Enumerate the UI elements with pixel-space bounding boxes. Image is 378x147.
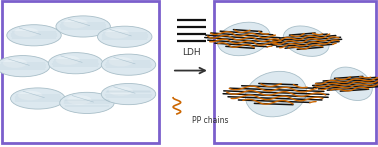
Ellipse shape <box>217 22 270 56</box>
Ellipse shape <box>255 96 282 107</box>
Circle shape <box>56 16 110 37</box>
Ellipse shape <box>331 67 372 101</box>
Bar <box>2 1 159 143</box>
Circle shape <box>101 83 156 105</box>
Circle shape <box>101 54 156 75</box>
Circle shape <box>98 26 152 47</box>
Circle shape <box>63 19 88 28</box>
Bar <box>214 1 376 143</box>
Ellipse shape <box>283 26 329 56</box>
Ellipse shape <box>227 40 250 49</box>
Circle shape <box>105 29 129 39</box>
Ellipse shape <box>335 84 352 93</box>
Text: PP chains: PP chains <box>192 116 228 125</box>
Ellipse shape <box>287 41 307 49</box>
Circle shape <box>0 56 50 77</box>
Circle shape <box>3 58 27 68</box>
Circle shape <box>108 86 133 96</box>
Ellipse shape <box>245 71 307 117</box>
Text: LDH: LDH <box>182 48 201 57</box>
Circle shape <box>7 25 61 46</box>
Circle shape <box>108 57 133 66</box>
Circle shape <box>11 88 65 109</box>
Circle shape <box>56 55 80 65</box>
Circle shape <box>14 27 39 37</box>
Circle shape <box>48 53 103 74</box>
Circle shape <box>18 91 42 100</box>
Circle shape <box>60 92 114 113</box>
Circle shape <box>67 95 91 105</box>
